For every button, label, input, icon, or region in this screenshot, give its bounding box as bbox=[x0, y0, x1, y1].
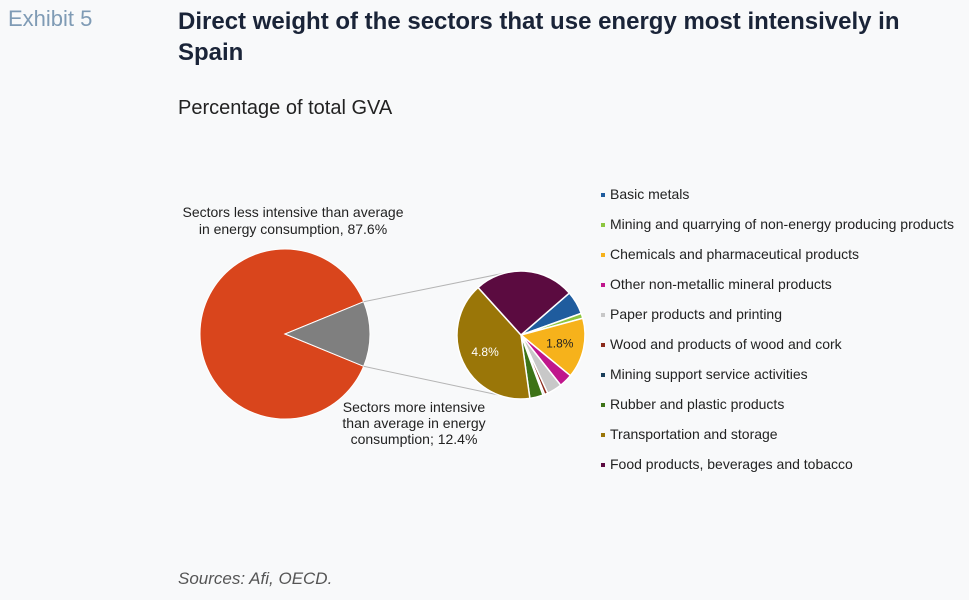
main-pie-slice-more-intensive bbox=[283, 301, 371, 367]
legend-swatch bbox=[601, 283, 605, 287]
legend-item-basic-metals: Basic metals bbox=[601, 186, 954, 216]
legend-swatch bbox=[601, 253, 605, 257]
main-pie-label-less-intensive-line2: in energy consumption, 87.6% bbox=[199, 221, 387, 237]
legend-item-food-products-beverages-and-tobacco: Food products, beverages and tobacco bbox=[601, 456, 954, 486]
legend-label: Food products, beverages and tobacco bbox=[610, 456, 853, 472]
breakdown-pie: 1.8% 4.8% bbox=[456, 270, 586, 400]
legend-item-rubber-and-plastic-products: Rubber and plastic products bbox=[601, 396, 954, 426]
legend-label: Mining support service activities bbox=[610, 366, 808, 382]
legend-swatch bbox=[601, 463, 605, 467]
main-pie-label-more-intensive-line3: consumption; 12.4% bbox=[351, 431, 478, 447]
legend-item-paper-products-and-printing: Paper products and printing bbox=[601, 306, 954, 336]
legend-item-transportation-and-storage: Transportation and storage bbox=[601, 426, 954, 456]
legend-item-mining-and-quarrying-of-non-energy-produ: Mining and quarrying of non-energy produ… bbox=[601, 216, 954, 246]
legend-swatch bbox=[601, 373, 605, 377]
legend-label: Wood and products of wood and cork bbox=[610, 336, 842, 352]
chart-title: Direct weight of the sectors that use en… bbox=[178, 8, 900, 66]
legend-item-wood-and-products-of-wood-and-cork: Wood and products of wood and cork bbox=[601, 336, 954, 366]
chart-subtitle: Percentage of total GVA bbox=[178, 97, 393, 119]
legend-item-mining-support-service-activities: Mining support service activities bbox=[601, 366, 954, 396]
main-pie bbox=[199, 248, 371, 420]
main-pie-label-more-intensive-line2: than average in energy bbox=[342, 415, 485, 431]
connector-lines bbox=[363, 271, 510, 396]
data-label-transportation-and-storage: 4.8% bbox=[471, 345, 499, 359]
legend: Basic metals Mining and quarrying of non-… bbox=[601, 186, 954, 486]
main-pie-label-more-intensive-line1: Sectors more intensive bbox=[343, 399, 486, 415]
legend-label: Mining and quarrying of non-energy produ… bbox=[610, 216, 954, 232]
legend-label: Basic metals bbox=[610, 186, 690, 202]
legend-swatch bbox=[601, 433, 605, 437]
legend-item-chemicals-and-pharmaceutical-products: Chemicals and pharmaceutical products bbox=[601, 246, 954, 276]
main-pie-label-less-intensive-line1: Sectors less intensive than average bbox=[182, 204, 403, 220]
legend-swatch bbox=[601, 313, 605, 317]
legend-swatch bbox=[601, 223, 605, 227]
legend-label: Other non-metallic mineral products bbox=[610, 276, 832, 292]
legend-swatch bbox=[601, 343, 605, 347]
connector-line-top bbox=[363, 271, 510, 303]
breakdown-slice-chemicals-and-pharmaceutical-products bbox=[519, 317, 586, 377]
legend-label: Chemicals and pharmaceutical products bbox=[610, 246, 860, 262]
legend-item-other-non-metallic-mineral-products: Other non-metallic mineral products bbox=[601, 276, 954, 306]
exhibit-label: Exhibit 5 bbox=[8, 6, 93, 31]
legend-swatch bbox=[601, 193, 605, 197]
data-label-chemicals-and-pharmaceutical-products: 1.8% bbox=[546, 336, 574, 350]
main-pie-slice-less-intensive bbox=[199, 248, 365, 420]
legend-swatch bbox=[601, 403, 605, 407]
breakdown-slice-transportation-and-storage bbox=[456, 286, 531, 400]
legend-label: Rubber and plastic products bbox=[610, 396, 785, 412]
source-note: Sources: Afi, OECD. bbox=[178, 569, 333, 588]
legend-label: Transportation and storage bbox=[610, 426, 778, 442]
breakdown-slice-food-products-beverages-and-tobacco bbox=[477, 270, 571, 337]
legend-label: Paper products and printing bbox=[610, 306, 782, 322]
connector-line-bottom bbox=[363, 365, 500, 396]
